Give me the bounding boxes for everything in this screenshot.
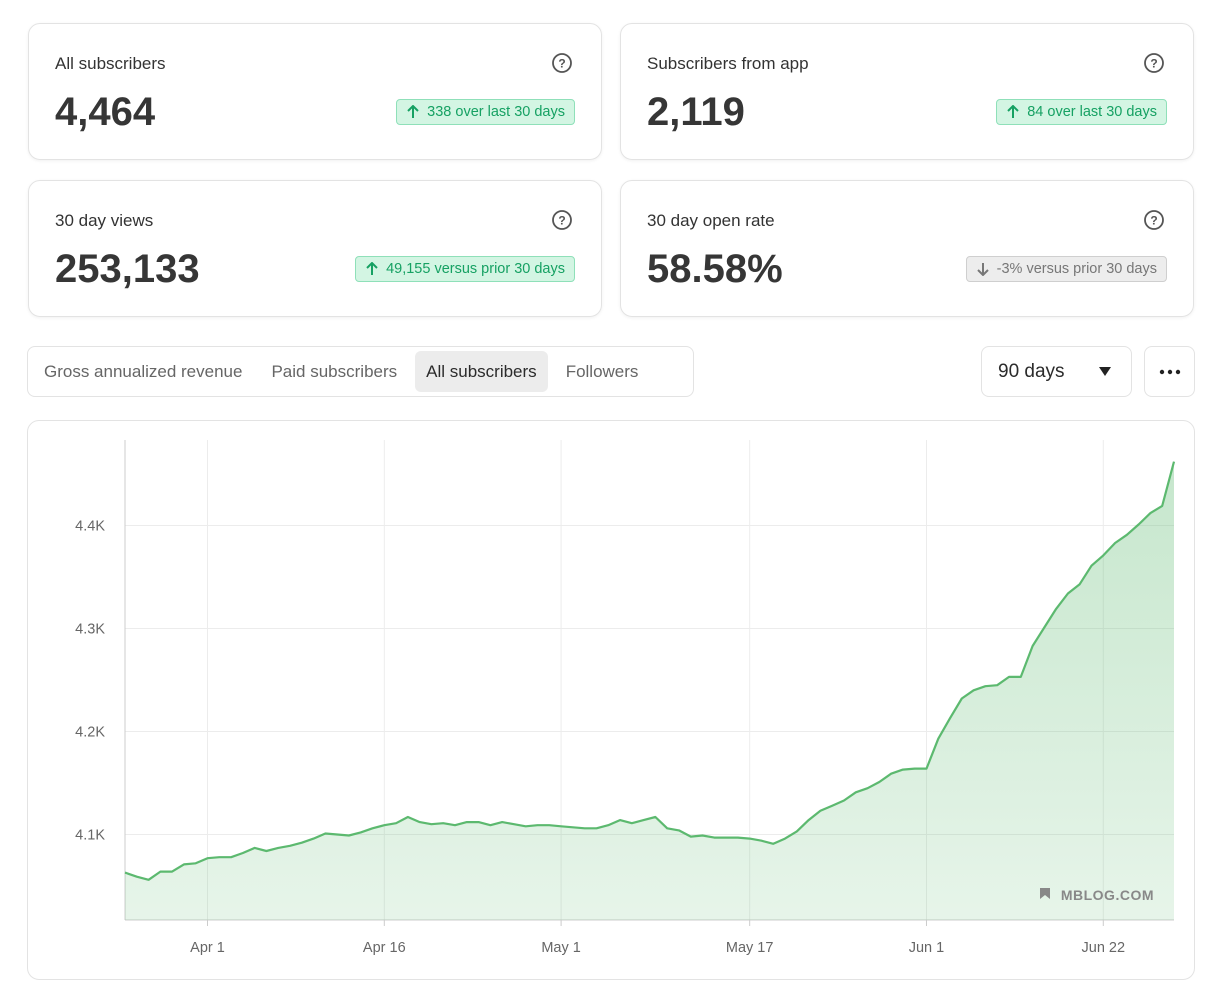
trend-arrow (976, 263, 989, 276)
x-tick-label: Jun 1 (909, 940, 944, 956)
chart-card: 4.1K 4.2K 4.3K 4.4K Apr 1 Apr 16 May 1 May 17 Ju… (27, 420, 1195, 980)
x-tick-label: Apr 16 (363, 940, 406, 956)
card-label: 30 day open rate (647, 211, 775, 230)
tab[interactable]: Followers (565, 362, 639, 381)
x-tick-label: May 1 (541, 940, 581, 956)
dropdown-caret (1099, 367, 1111, 376)
y-tick-label: 4.2K (75, 725, 105, 741)
chart: 4.1K 4.2K 4.3K 4.4K Apr 1 Apr 16 May 1 May 17 Ju… (75, 440, 1176, 956)
card-value: 253,133 (55, 247, 200, 291)
watermark-icon (1040, 888, 1050, 899)
change-text: -3% versus prior 30 days (996, 261, 1157, 277)
change-badge: -3% versus prior 30 days (965, 256, 1167, 282)
card-value: 4,464 (55, 90, 156, 134)
trend-arrow (407, 105, 419, 118)
change-text: 49,155 versus prior 30 days (386, 261, 565, 277)
card-label: All subscribers (55, 54, 166, 73)
line (124, 461, 1176, 881)
stat-card: All subscribers 4,464 ? 338 over last 30… (28, 23, 602, 160)
trend-arrow (1007, 105, 1019, 118)
y-tick-label: 4.4K (75, 518, 105, 534)
card-label: 30 day views (55, 211, 154, 230)
stat-card: 30 day views 253,133 ? 49,155 versus pri… (28, 180, 602, 317)
trend-arrow (366, 262, 378, 275)
stat-card: Subscribers from app 2,119 ? 84 over las… (620, 23, 1194, 160)
range-dropdown[interactable]: 90 days (981, 346, 1132, 397)
more-icon (1159, 369, 1181, 375)
change-text: 84 over last 30 days (1027, 104, 1157, 120)
x-tick-label: Apr 1 (190, 940, 225, 956)
svg-text:?: ? (558, 214, 565, 228)
help-icon[interactable]: ? (551, 52, 573, 74)
y-tick-label: 4.1K (75, 828, 105, 844)
tab-bar: Gross annualized revenue Paid subscribers… (27, 346, 694, 397)
change-badge: 49,155 versus prior 30 days (355, 256, 575, 282)
x-tick-label: May 17 (726, 940, 774, 956)
card-value: 2,119 (647, 90, 745, 134)
tab[interactable]: Paid subscribers (271, 362, 398, 381)
range-text: 90 days (998, 361, 1065, 382)
more-button[interactable] (1144, 346, 1195, 397)
card-value: 58.58% (647, 247, 783, 291)
stat-card: 30 day open rate 58.58% ? -3% versus pri… (620, 180, 1194, 317)
card-label: Subscribers from app (647, 54, 809, 73)
help-icon[interactable]: ? (1143, 52, 1165, 74)
y-tick-label: 4.3K (75, 621, 105, 637)
x-tick-label: Jun 22 (1082, 940, 1126, 956)
area (125, 461, 1174, 920)
change-text: 338 over last 30 days (427, 104, 565, 120)
tab[interactable]: All subscribers (415, 351, 548, 392)
watermark: MBLOG.COM (1061, 887, 1154, 903)
change-badge: 338 over last 30 days (396, 99, 575, 125)
svg-text:?: ? (558, 57, 565, 71)
help-icon[interactable]: ? (1143, 209, 1165, 231)
change-badge: 84 over last 30 days (996, 99, 1167, 125)
tab[interactable]: Gross annualized revenue (44, 362, 243, 381)
help-icon[interactable]: ? (551, 209, 573, 231)
svg-text:?: ? (1150, 214, 1157, 228)
svg-text:?: ? (1150, 57, 1157, 71)
